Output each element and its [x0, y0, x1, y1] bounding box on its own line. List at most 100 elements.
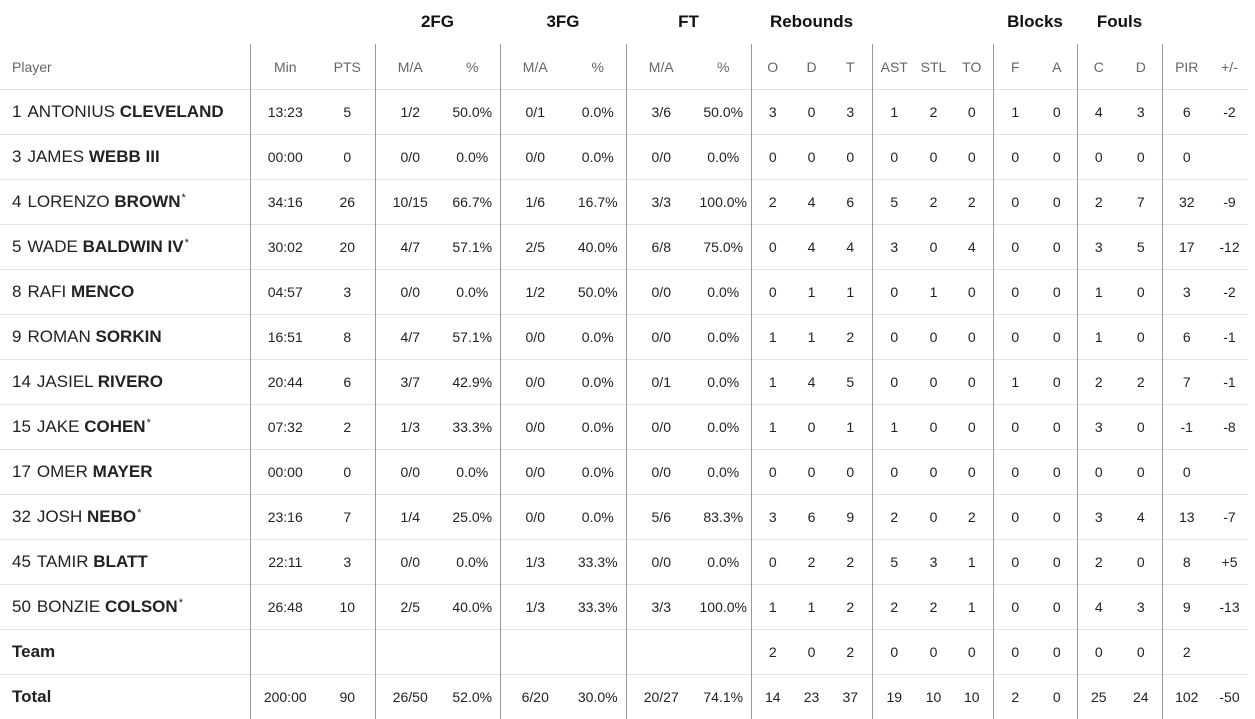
- cell-ft-ma: 3/3: [626, 180, 696, 225]
- cell-pir: 0: [1162, 450, 1211, 495]
- player-name-link[interactable]: TAMIR BLATT: [37, 552, 148, 571]
- cell-ft-pct: 0.0%: [696, 135, 751, 180]
- cell-blk-a: 0: [1037, 450, 1077, 495]
- cell-blk-a: 0: [1037, 630, 1077, 675]
- player-number: 50: [12, 597, 31, 617]
- cell-foul-c: 25: [1077, 675, 1120, 719]
- cell-blk-f: 0: [993, 495, 1037, 540]
- cell-to: 10: [951, 675, 993, 719]
- cell-3fg-pct: 0.0%: [570, 405, 626, 450]
- cell-2fg-pct: 0.0%: [445, 270, 500, 315]
- cell-stl: 0: [916, 450, 951, 495]
- cell-foul-d: 2: [1120, 360, 1162, 405]
- cell-ft-pct: 50.0%: [696, 90, 751, 135]
- cell-blk-a: 0: [1037, 90, 1077, 135]
- player-name-link[interactable]: RAFI MENCO: [27, 282, 134, 301]
- col-pts: PTS: [320, 44, 375, 90]
- cell-pts: 7: [320, 495, 375, 540]
- cell-min: 26:48: [250, 585, 320, 630]
- player-first-name: OMER: [37, 462, 88, 481]
- cell-reb-d: 1: [794, 585, 829, 630]
- cell-2fg-pct: 0.0%: [445, 540, 500, 585]
- player-name-link[interactable]: JAKE COHEN*: [37, 417, 151, 436]
- cell-reb-d: 23: [794, 675, 829, 719]
- cell-reb-d: 0: [794, 450, 829, 495]
- cell-plus-minus: -12: [1211, 225, 1248, 270]
- player-first-name: LORENZO: [27, 192, 109, 211]
- player-last-name: COHEN: [84, 417, 145, 436]
- player-name-link[interactable]: WADE BALDWIN IV*: [27, 237, 188, 256]
- cell-blk-f: 0: [993, 585, 1037, 630]
- cell-2fg-ma: 0/0: [375, 135, 445, 180]
- cell-reb-d: 0: [794, 135, 829, 180]
- cell-foul-c: 0: [1077, 450, 1120, 495]
- cell-blk-f: 0: [993, 270, 1037, 315]
- cell-foul-d: 3: [1120, 90, 1162, 135]
- cell-stl: 0: [916, 360, 951, 405]
- cell-ft-ma: 0/0: [626, 450, 696, 495]
- cell-blk-a: 0: [1037, 495, 1077, 540]
- player-number: 17: [12, 462, 31, 482]
- player-name-link[interactable]: JASIEL RIVERO: [37, 372, 163, 391]
- player-name-link[interactable]: ANTONIUS CLEVELAND: [27, 102, 223, 121]
- cell-stl: 2: [916, 585, 951, 630]
- player-name-link[interactable]: ROMAN SORKIN: [27, 327, 161, 346]
- cell-pir: 9: [1162, 585, 1211, 630]
- cell-3fg-pct: 0.0%: [570, 90, 626, 135]
- player-first-name: RAFI: [27, 282, 66, 301]
- player-name-link[interactable]: LORENZO BROWN*: [27, 192, 185, 211]
- player-first-name: ROMAN: [27, 327, 90, 346]
- cell-ft-pct: 0.0%: [696, 540, 751, 585]
- cell-min: [250, 630, 320, 675]
- cell-pir: 6: [1162, 90, 1211, 135]
- cell-2fg-pct: 40.0%: [445, 585, 500, 630]
- cell-to: 1: [951, 585, 993, 630]
- cell-reb-o: 3: [751, 90, 794, 135]
- player-first-name: JAMES: [27, 147, 84, 166]
- cell-stl: 10: [916, 675, 951, 719]
- cell-reb-o: 2: [751, 630, 794, 675]
- cell-3fg-ma: 0/0: [500, 135, 570, 180]
- cell-foul-d: 3: [1120, 585, 1162, 630]
- starter-mark: *: [147, 417, 151, 429]
- player-name-link[interactable]: BONZIE COLSON*: [37, 597, 183, 616]
- cell-3fg-pct: 30.0%: [570, 675, 626, 719]
- cell-2fg-pct: 25.0%: [445, 495, 500, 540]
- col-ft-ma: M/A: [626, 44, 696, 90]
- cell-3fg-pct: 0.0%: [570, 450, 626, 495]
- cell-reb-t: 2: [829, 540, 872, 585]
- cell-reb-d: 0: [794, 405, 829, 450]
- player-name-link[interactable]: JOSH NEBO*: [37, 507, 141, 526]
- cell-ft-pct: 0.0%: [696, 315, 751, 360]
- cell-reb-o: 1: [751, 315, 794, 360]
- cell-min: 16:51: [250, 315, 320, 360]
- player-name-link[interactable]: OMER MAYER: [37, 462, 153, 481]
- player-last-name: BROWN: [114, 192, 180, 211]
- cell-min: 00:00: [250, 450, 320, 495]
- group-fouls: Fouls: [1077, 0, 1162, 44]
- cell-reb-t: 0: [829, 450, 872, 495]
- col-ast: AST: [872, 44, 916, 90]
- cell-3fg-pct: 40.0%: [570, 225, 626, 270]
- cell-ast: 3: [872, 225, 916, 270]
- col-pir: PIR: [1162, 44, 1211, 90]
- cell-stl: 0: [916, 315, 951, 360]
- cell-3fg-ma: 0/0: [500, 315, 570, 360]
- cell-reb-d: 1: [794, 270, 829, 315]
- col-foul-d: D: [1120, 44, 1162, 90]
- cell-blk-f: 0: [993, 180, 1037, 225]
- player-name-link[interactable]: JAMES WEBB III: [27, 147, 159, 166]
- col-2fg-ma: M/A: [375, 44, 445, 90]
- col-to: TO: [951, 44, 993, 90]
- cell-ast: 1: [872, 405, 916, 450]
- cell-2fg-ma: 1/3: [375, 405, 445, 450]
- cell-stl: 3: [916, 540, 951, 585]
- cell-2fg-ma: 10/15: [375, 180, 445, 225]
- cell-3fg-ma: 1/2: [500, 270, 570, 315]
- cell-min: 200:00: [250, 675, 320, 719]
